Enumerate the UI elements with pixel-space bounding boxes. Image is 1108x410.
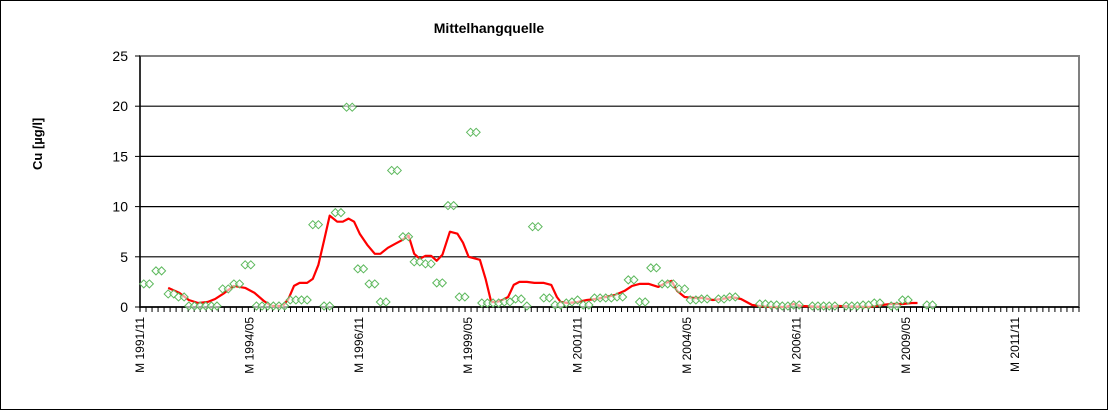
x-tick-label: M 2004/05 bbox=[680, 317, 694, 374]
diamond-marker bbox=[448, 200, 459, 211]
diamond-marker bbox=[347, 102, 357, 112]
diamond-marker bbox=[516, 294, 526, 304]
diamond-marker bbox=[279, 301, 290, 311]
diamond-marker bbox=[651, 263, 662, 273]
chart-title: Mittelhangquelle bbox=[0, 20, 1108, 36]
diamond-marker bbox=[358, 264, 369, 274]
diamond-marker bbox=[629, 275, 639, 285]
y-tick-label: 25 bbox=[112, 48, 128, 64]
diamond-marker bbox=[179, 292, 189, 302]
gridlines bbox=[139, 55, 1080, 308]
diamond-marker bbox=[246, 260, 256, 270]
diamond-marker bbox=[640, 297, 650, 307]
diamond-marker bbox=[584, 300, 594, 310]
diamond-marker bbox=[144, 279, 155, 289]
diamond-marker bbox=[324, 301, 335, 311]
measurement-markers bbox=[139, 102, 938, 311]
diamond-marker bbox=[892, 301, 902, 311]
diamond-marker bbox=[302, 295, 312, 305]
diamond-marker bbox=[875, 298, 885, 308]
x-tick-label: M 1994/05 bbox=[242, 317, 256, 374]
diamond-marker bbox=[903, 295, 913, 305]
diamond-marker bbox=[533, 221, 543, 232]
diamond-marker bbox=[460, 292, 470, 302]
diamond-marker bbox=[572, 295, 583, 305]
x-axis: M 1991/11 M 1994/05 M 1996/11 M 1999/05 M 20… bbox=[133, 306, 1080, 374]
diamond-marker bbox=[223, 284, 233, 294]
diamond-marker bbox=[522, 301, 532, 311]
x-tick-label: M 2006/11 bbox=[789, 317, 803, 373]
diamond-marker bbox=[702, 294, 712, 304]
diamond-marker bbox=[381, 297, 391, 307]
x-tick-label: M 2011/11 bbox=[1008, 317, 1022, 372]
chart-title-text: Mittelhangquelle bbox=[433, 20, 545, 36]
diamond-marker bbox=[370, 279, 380, 289]
diamond-marker bbox=[830, 301, 840, 311]
plot-area bbox=[139, 55, 1080, 308]
y-tick-label: 10 bbox=[112, 199, 128, 215]
diamond-marker bbox=[617, 292, 628, 302]
y-axis: 0 5 10 15 20 25 bbox=[112, 48, 141, 315]
diamond-marker bbox=[156, 266, 167, 276]
diamond-marker bbox=[544, 293, 555, 303]
y-tick-label: 0 bbox=[120, 299, 128, 315]
diamond-marker bbox=[927, 300, 938, 310]
diamond-marker bbox=[471, 127, 481, 138]
diamond-marker bbox=[336, 207, 346, 218]
diamond-marker bbox=[234, 279, 245, 289]
x-tick-label: M 1991/11 bbox=[133, 317, 147, 373]
x-tick-label: M 2001/11 bbox=[571, 317, 585, 373]
y-tick-label: 5 bbox=[120, 249, 128, 265]
diamond-marker bbox=[794, 300, 804, 310]
y-tick-label: 20 bbox=[112, 98, 128, 114]
y-tick-label: 15 bbox=[112, 148, 128, 164]
x-tick-label: M 2009/05 bbox=[899, 317, 913, 374]
diamond-marker bbox=[730, 292, 741, 302]
diamond-marker bbox=[403, 232, 414, 242]
diamond-marker bbox=[668, 279, 679, 289]
diamond-marker bbox=[313, 219, 324, 230]
diamond-marker bbox=[426, 259, 436, 269]
diamond-marker bbox=[392, 165, 402, 176]
diamond-marker bbox=[437, 278, 448, 288]
diamond-marker bbox=[679, 284, 690, 294]
x-tick-label: M 1999/05 bbox=[461, 317, 475, 374]
x-tick-label: M 1996/11 bbox=[352, 317, 366, 373]
diamond-marker bbox=[212, 301, 222, 311]
